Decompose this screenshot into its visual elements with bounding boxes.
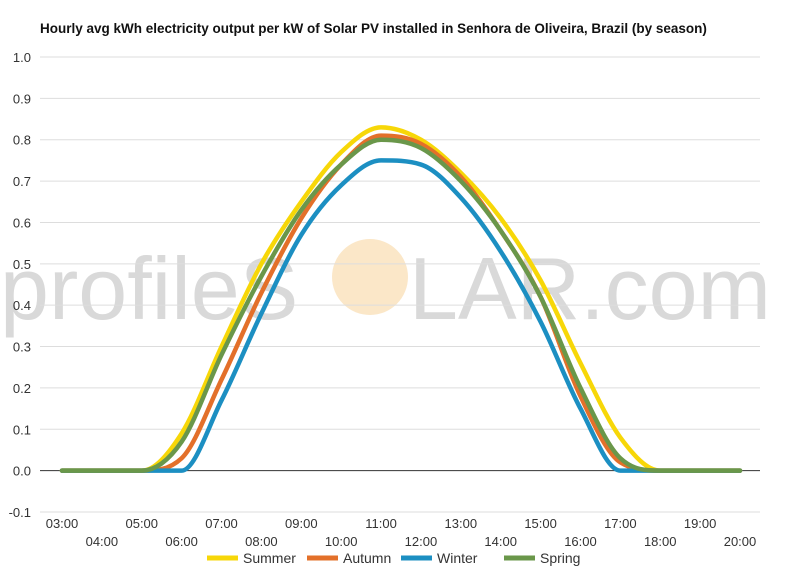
y-tick-label: 0.2 [13,381,31,396]
x-tick-label: 04:00 [86,534,119,549]
legend: Summer Autumn Winter Spring [207,550,580,566]
x-tick-label: 17:00 [604,516,637,531]
x-tick-label: 05:00 [125,516,158,531]
x-tick-label: 08:00 [245,534,278,549]
y-tick-label: 0.3 [13,340,31,355]
y-tick-label: 0.6 [13,215,31,230]
x-tick-label: 14:00 [484,534,517,549]
y-tick-label: 0.0 [13,464,31,479]
x-axis: 03:00 04:00 05:00 06:00 07:00 08:00 09:00 10:00… [46,516,757,549]
x-tick-label: 11:00 [365,516,397,531]
legend-label: Summer [243,550,296,566]
x-tick-label: 18:00 [644,534,677,549]
y-tick-label: 0.5 [13,257,31,272]
y-axis: -0.1 0.0 0.1 0.2 0.3 0.4 0.5 0.6 0.7 0.8 0.9 1.0 [9,50,31,520]
series-line-spring [59,137,743,473]
y-tick-label: 0.8 [13,133,31,148]
series-line-summer [59,125,743,473]
x-tick-label: 20:00 [724,534,757,549]
x-tick-label: 15:00 [524,516,557,531]
y-tick-label: -0.1 [9,505,31,520]
y-tick-label: 0.4 [13,298,31,313]
legend-label: Spring [540,550,580,566]
x-tick-label: 12:00 [405,534,438,549]
x-tick-label: 07:00 [205,516,238,531]
y-tick-label: 1.0 [13,50,31,65]
x-tick-label: 09:00 [285,516,318,531]
y-tick-label: 0.1 [13,422,31,437]
legend-label: Autumn [343,550,391,566]
x-tick-label: 19:00 [684,516,717,531]
series-line-winter [59,158,743,473]
x-tick-label: 06:00 [165,534,198,549]
x-tick-label: 10:00 [325,534,358,549]
x-tick-label: 13:00 [445,516,478,531]
chart-title: Hourly avg kWh electricity output per kW… [40,21,707,36]
watermark-right: LAR.com [409,239,771,338]
legend-label: Winter [437,550,478,566]
watermark-sun-icon [332,239,408,315]
y-tick-label: 0.9 [13,91,31,106]
series-line-autumn [59,133,743,473]
x-tick-label: 16:00 [564,534,597,549]
y-tick-label: 0.7 [13,174,31,189]
x-tick-label: 03:00 [46,516,79,531]
plot-area [59,125,743,473]
